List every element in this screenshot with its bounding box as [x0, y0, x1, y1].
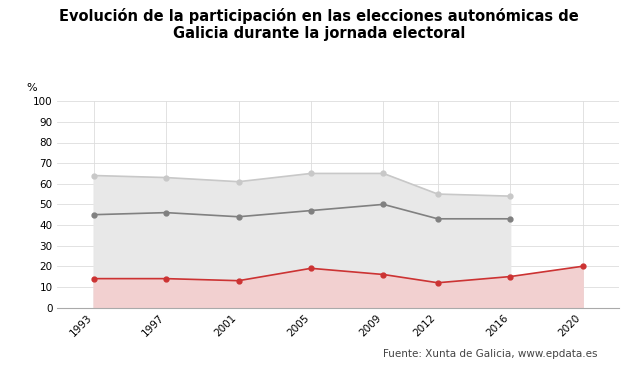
- Line: Definitiva: Definitiva: [91, 171, 512, 198]
- Segundo avance: [434, 217, 441, 221]
- Segundo avance: [507, 217, 514, 221]
- Segundo avance: [90, 212, 98, 217]
- Line: Segundo avance: Segundo avance: [91, 202, 512, 221]
- Definitiva: [380, 171, 387, 176]
- Definitiva: [90, 173, 98, 178]
- Definitiva: [235, 180, 242, 184]
- Primer avance: [579, 264, 586, 268]
- Definitiva: [434, 192, 441, 196]
- Definitiva: [307, 171, 315, 176]
- Text: Fuente: Xunta de Galicia, www.epdata.es: Fuente: Xunta de Galicia, www.epdata.es: [383, 350, 597, 359]
- Primer avance: [380, 272, 387, 277]
- Definitiva: [507, 194, 514, 198]
- Text: %: %: [27, 83, 37, 93]
- Segundo avance: [307, 209, 315, 213]
- Definitiva: [162, 176, 170, 180]
- Primer avance: [162, 276, 170, 281]
- Primer avance: [507, 274, 514, 279]
- Primer avance: [307, 266, 315, 271]
- Text: Evolución de la participación en las elecciones autonómicas de
Galicia durante l: Evolución de la participación en las ele…: [59, 8, 579, 41]
- Line: Primer avance: Primer avance: [91, 264, 585, 285]
- Primer avance: [90, 276, 98, 281]
- Segundo avance: [235, 214, 242, 219]
- Primer avance: [235, 278, 242, 283]
- Primer avance: [434, 280, 441, 285]
- Segundo avance: [380, 202, 387, 207]
- Segundo avance: [162, 210, 170, 215]
